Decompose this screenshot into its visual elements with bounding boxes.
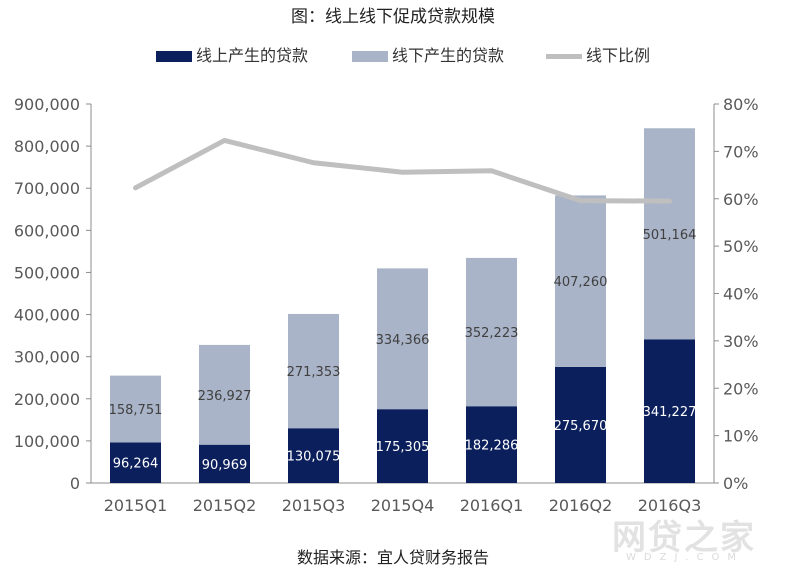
bar-online: [555, 366, 606, 483]
watermark-subtext: WDZJ.COM: [626, 552, 745, 563]
x-tick-label: 2015Q3: [282, 496, 346, 515]
x-tick-label: 2015Q4: [371, 496, 435, 515]
point-offline-ratio: [578, 198, 583, 203]
bar-offline: [466, 257, 517, 407]
point-offline-ratio: [489, 168, 494, 173]
y-tick-label-right: 20%: [723, 379, 759, 398]
bar-offline: [110, 375, 161, 443]
x-tick-label: 2016Q2: [549, 496, 613, 515]
watermark: 网贷之家: [612, 518, 756, 558]
legend-swatch-ratio: [546, 54, 582, 59]
y-tick-label-right: 50%: [723, 237, 759, 256]
legend-swatch-online: [156, 51, 192, 62]
y-tick-label-right: 10%: [723, 427, 759, 446]
bar-offline: [555, 195, 606, 367]
y-tick-label-right: 40%: [723, 285, 759, 304]
y-tick-label-left: 600,000: [14, 221, 80, 240]
legend-label-online: 线上产生的贷款: [196, 46, 309, 65]
data-label-online: 341,227: [643, 405, 697, 420]
y-tick-label-right: 80%: [723, 95, 759, 114]
data-label-offline: 334,366: [376, 333, 430, 348]
bar-online: [199, 444, 250, 483]
legend-item-ratio: 线下比例: [546, 42, 650, 66]
point-offline-ratio: [133, 185, 138, 190]
legend: 线上产生的贷款 线下产生的贷款 线下比例: [0, 42, 786, 66]
bar-offline: [644, 128, 695, 340]
data-label-offline: 271,353: [287, 365, 341, 380]
y-tick-label-left: 800,000: [14, 137, 80, 156]
data-label-offline: 158,751: [109, 403, 163, 418]
y-tick-label-left: 500,000: [14, 263, 80, 282]
legend-item-online: 线上产生的贷款: [156, 42, 308, 66]
bar-offline: [199, 344, 250, 445]
y-tick-label-right: 30%: [723, 332, 759, 351]
y-tick-label-right: 0%: [723, 474, 748, 493]
source-note: 数据来源：宜人贷财务报告: [296, 548, 489, 567]
chart-title: 图：线上线下促成贷款规模: [291, 7, 495, 27]
y-tick-label-left: 300,000: [14, 348, 80, 367]
point-offline-ratio: [222, 138, 227, 143]
y-tick-label-right: 70%: [723, 142, 759, 161]
y-tick-label-left: 0: [70, 474, 80, 493]
data-label-online: 275,670: [554, 419, 608, 434]
bar-online: [377, 409, 428, 483]
y-tick-label-right: 60%: [723, 190, 759, 209]
data-label-offline: 501,164: [643, 228, 697, 243]
bar-online: [466, 406, 517, 483]
x-tick-label: 2015Q2: [193, 496, 257, 515]
legend-label-offline: 线下产生的贷款: [392, 46, 505, 65]
x-tick-label: 2016Q1: [460, 496, 524, 515]
data-label-online: 90,969: [202, 458, 248, 473]
point-offline-ratio: [667, 199, 672, 204]
x-tick-label: 2015Q1: [104, 496, 168, 515]
bar-online: [110, 442, 161, 483]
x-tick-label: 2016Q3: [638, 496, 702, 515]
data-label-online: 182,286: [465, 439, 519, 454]
bar-offline: [377, 268, 428, 410]
legend-label-ratio: 线下比例: [586, 46, 651, 65]
data-label-online: 175,305: [376, 440, 430, 455]
data-label-online: 130,075: [287, 450, 341, 465]
bar-online: [288, 428, 339, 483]
data-label-offline: 407,260: [554, 275, 608, 290]
y-tick-label-left: 400,000: [14, 306, 80, 325]
data-label-online: 96,264: [113, 457, 159, 472]
y-tick-label-left: 900,000: [14, 95, 80, 114]
bar-online: [644, 339, 695, 483]
legend-swatch-offline: [352, 51, 388, 62]
data-label-offline: 352,223: [465, 326, 519, 341]
point-offline-ratio: [311, 160, 316, 165]
bar-offline: [288, 313, 339, 429]
data-label-offline: 236,927: [198, 389, 252, 404]
y-tick-label-left: 100,000: [14, 432, 80, 451]
y-tick-label-left: 200,000: [14, 390, 80, 409]
point-offline-ratio: [400, 170, 405, 175]
legend-item-offline: 线下产生的贷款: [352, 42, 504, 66]
y-tick-label-left: 700,000: [14, 179, 80, 198]
